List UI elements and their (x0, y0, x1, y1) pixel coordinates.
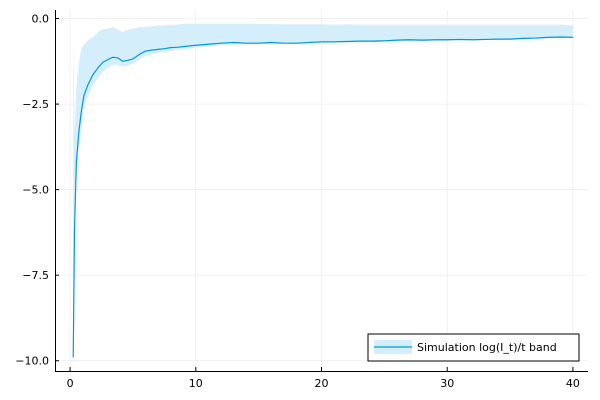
x-tick-label: 20 (315, 377, 329, 390)
legend-label: Simulation log(I_t)/t band (417, 341, 557, 354)
legend: Simulation log(I_t)/t band (367, 333, 580, 362)
x-tick-label: 40 (566, 377, 580, 390)
grid-layer (55, 10, 588, 371)
y-tick-label: −5.0 (22, 184, 49, 197)
band-layer (73, 23, 573, 361)
series-band (73, 23, 573, 361)
y-tick-label: −2.5 (22, 98, 49, 111)
y-tick-label: 0.0 (32, 13, 50, 26)
y-tick-label: −7.5 (22, 269, 49, 282)
series-line-layer (72, 36, 573, 358)
x-tick-label: 30 (440, 377, 454, 390)
y-tick-label: −10.0 (15, 355, 49, 368)
x-tick-label: 0 (67, 377, 74, 390)
axes (55, 10, 588, 372)
x-tick-label: 10 (189, 377, 203, 390)
series-line (72, 36, 573, 358)
y-ticks: 0.0 −2.5 −5.0 −7.5 −10.0 (15, 13, 59, 368)
x-ticks: 0 10 20 30 40 (67, 367, 580, 390)
